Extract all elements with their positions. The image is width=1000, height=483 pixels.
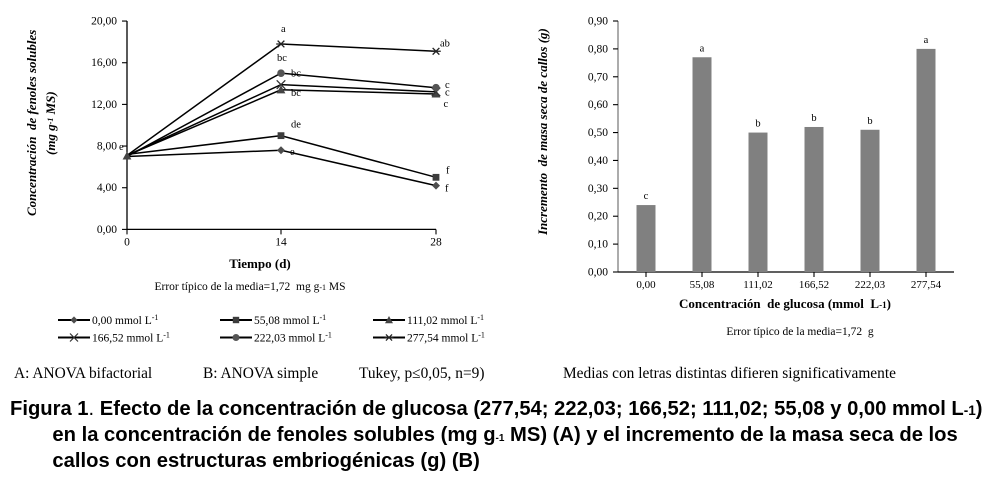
svg-text:B: ANOVA simple: B: ANOVA simple bbox=[203, 365, 318, 382]
svg-text:111,02 mmol L-1: 111,02 mmol L-1 bbox=[407, 313, 484, 328]
svg-text:Tukey, p≤0,05, n=9): Tukey, p≤0,05, n=9) bbox=[359, 365, 484, 382]
svg-text:222,03 mmol L-1: 222,03 mmol L-1 bbox=[254, 330, 332, 345]
svg-text:Medias con letras distintas di: Medias con letras distintas difieren sig… bbox=[563, 365, 896, 382]
svg-text:A: ANOVA bifactorial: A: ANOVA bifactorial bbox=[14, 365, 152, 382]
svg-text:277,54 mmol L-1: 277,54 mmol L-1 bbox=[407, 330, 485, 345]
svg-text:166,52 mmol L-1: 166,52 mmol L-1 bbox=[92, 330, 170, 345]
svg-text:0,00 mmol L-1: 0,00 mmol L-1 bbox=[92, 313, 158, 328]
svg-text:55,08 mmol L-1: 55,08 mmol L-1 bbox=[254, 313, 326, 328]
